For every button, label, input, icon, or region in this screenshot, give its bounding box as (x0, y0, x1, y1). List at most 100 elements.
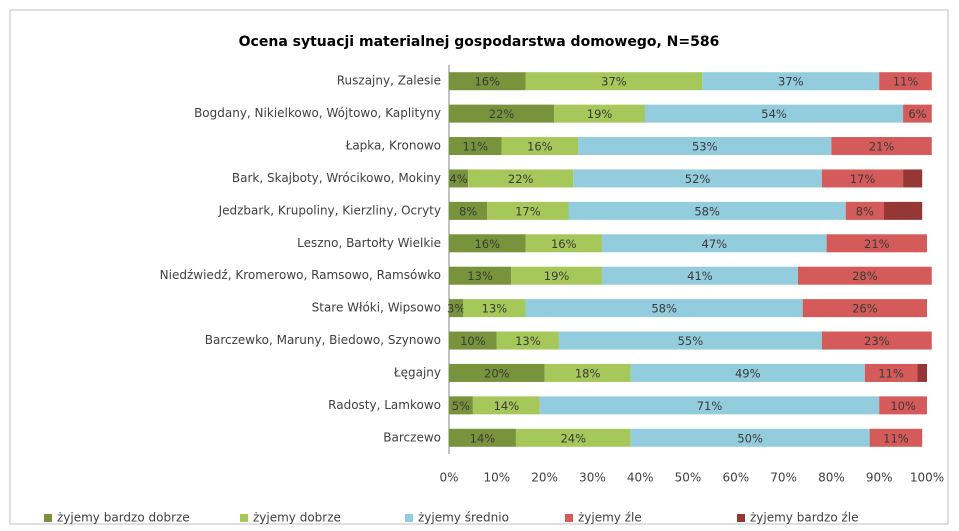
category-label: Ruszajny, Zalesie (337, 74, 441, 88)
bar-segment (449, 104, 555, 123)
value-label: 18% (575, 366, 601, 380)
bar-segment (568, 201, 846, 220)
value-label: 19% (587, 107, 613, 121)
legend-swatch (565, 514, 573, 522)
value-label: 17% (515, 204, 541, 218)
bar-segment (449, 201, 488, 220)
category-label: Barczewo (383, 430, 441, 444)
value-label: 28% (852, 269, 878, 283)
bar-segment (558, 331, 822, 350)
category-label: Leszno, Bartołty Wielkie (297, 236, 441, 250)
bar-segment (511, 266, 602, 285)
bar-segment (449, 266, 512, 285)
x-tick-label: 70% (770, 471, 797, 485)
value-label: 4% (449, 172, 467, 186)
legend-swatch (44, 514, 52, 522)
bar-segment (468, 169, 574, 188)
bar-segment (826, 234, 927, 253)
value-label: 8% (459, 204, 477, 218)
value-label: 11% (878, 366, 904, 380)
bar-segment (449, 299, 464, 318)
value-label: 21% (864, 237, 890, 251)
bar-segment (554, 104, 645, 123)
x-tick-label: 50% (675, 471, 702, 485)
bar-segment (449, 396, 473, 415)
value-label: 26% (852, 302, 878, 316)
legend-swatch (405, 514, 413, 522)
category-label: Niedźwiedź, Kromerowo, Ramsowo, Ramsówko (160, 268, 441, 282)
category-label: Stare Włóki, Wipsowo (312, 301, 441, 315)
value-label: 20% (484, 366, 510, 380)
bar-segment (472, 396, 540, 415)
value-label: 8% (856, 204, 874, 218)
x-tick-label: 90% (866, 471, 893, 485)
category-label: Bogdany, Nikielkowo, Wójtowo, Kaplityny (194, 106, 441, 120)
bar-segment (449, 169, 469, 188)
value-label: 14% (494, 399, 520, 413)
value-label: 37% (601, 75, 627, 89)
value-label: 47% (702, 237, 728, 251)
bar-segment (821, 331, 932, 350)
value-label: 10% (890, 399, 916, 413)
bar-segment (702, 72, 880, 91)
bar-segment (644, 104, 904, 123)
value-label: 50% (737, 431, 763, 445)
bar-segment (630, 363, 865, 382)
bar-segment (449, 428, 516, 447)
value-label: 37% (778, 75, 804, 89)
legend-label: żyjemy dobrze (253, 511, 341, 525)
bar-segment (630, 428, 870, 447)
value-label: 58% (694, 204, 720, 218)
legend-label: żyjemy bardzo dobrze (57, 511, 190, 525)
bar-segment (601, 234, 827, 253)
bar-segment (525, 234, 602, 253)
x-tick-label: 30% (579, 471, 606, 485)
value-label: 22% (508, 172, 534, 186)
bar-segment (449, 137, 502, 156)
value-label: 58% (651, 302, 677, 316)
value-label: 5% (452, 399, 470, 413)
value-label: 24% (560, 431, 586, 445)
chart-title: Ocena sytuacji materialnej gospodarstwa … (239, 34, 720, 50)
value-label: 16% (474, 75, 500, 89)
value-label: 23% (864, 334, 890, 348)
value-label: 11% (893, 75, 919, 89)
x-tick-label: 100% (910, 471, 944, 485)
value-label: 21% (869, 140, 895, 154)
value-label: 19% (544, 269, 570, 283)
legend-label: żyjemy bardzo źle (750, 511, 859, 525)
value-label: 71% (697, 399, 723, 413)
bar-segment (903, 169, 923, 188)
legend-label: żyjemy średnio (418, 511, 509, 525)
bar-segment (573, 169, 822, 188)
bar-segment (601, 266, 798, 285)
category-label: Barczewko, Maruny, Biedowo, Szynowo (205, 333, 441, 347)
legend-label: żyjemy źle (578, 511, 642, 525)
bar-segment (449, 363, 545, 382)
bar-segment (539, 396, 880, 415)
bar-segment (845, 201, 884, 220)
x-tick-label: 10% (483, 471, 510, 485)
bar-segment (449, 331, 497, 350)
bar-segment (821, 169, 904, 188)
legend-swatch (737, 514, 745, 522)
bar-segment (496, 331, 559, 350)
value-label: 13% (515, 334, 541, 348)
bar-segment (544, 363, 631, 382)
value-label: 14% (470, 431, 496, 445)
bar-segment (797, 266, 932, 285)
bar-segment (883, 201, 923, 220)
bar-segment (525, 299, 803, 318)
bar-segment (869, 428, 923, 447)
category-label: Łapka, Kronowo (345, 139, 441, 153)
x-tick-label: 0% (439, 471, 458, 485)
value-label: 13% (482, 302, 508, 316)
bar-segment (515, 428, 631, 447)
bar-segment (917, 363, 927, 382)
category-label: Bark, Skajboty, Wrócikowo, Mokiny (232, 171, 441, 185)
bar-segment (879, 72, 932, 91)
bar-segment (879, 396, 927, 415)
value-label: 41% (687, 269, 713, 283)
bar-segment (802, 299, 927, 318)
